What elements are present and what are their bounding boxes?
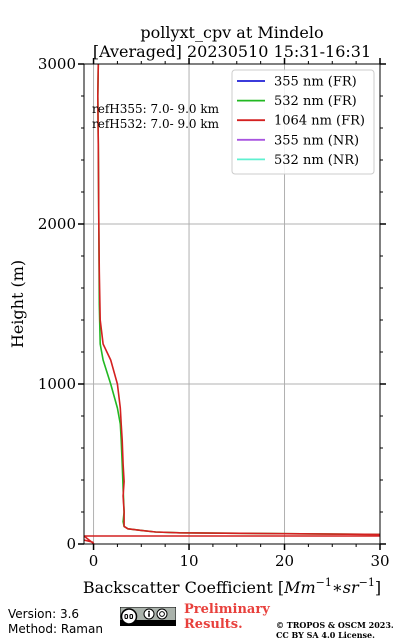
x-axis-label-prefix: Backscatter Coefficient [ bbox=[83, 578, 284, 597]
legend-box bbox=[231, 69, 375, 175]
chart-title: pollyxt_cpv at Mindelo [Averaged] 202305… bbox=[93, 23, 371, 61]
x-axis-label-exponent2: −1 bbox=[359, 576, 375, 589]
x-axis-label-sr: ∗sr bbox=[332, 578, 360, 597]
preliminary-results-text: Preliminary Results. bbox=[184, 602, 270, 632]
method-text: Method: Raman bbox=[8, 622, 103, 636]
legend-entry-3: 355 nm (NR) bbox=[274, 133, 359, 148]
version-text: Version: 3.6 bbox=[8, 607, 80, 621]
x-tick-label: 20 bbox=[275, 552, 294, 570]
legend: 355 nm (FR) 532 nm (FR) 1064 nm (FR) 355 nm… bbox=[231, 69, 375, 175]
x-tick-label: 10 bbox=[179, 552, 198, 570]
plot-frame bbox=[83, 63, 381, 545]
x-tick-label: 0 bbox=[89, 552, 99, 570]
legend-entry-2: 1064 nm (FR) bbox=[274, 114, 365, 129]
y-tick-label: 2000 bbox=[38, 215, 76, 233]
series-lines bbox=[84, 64, 380, 544]
cc-license-logo bbox=[120, 607, 176, 626]
legend-entry-4: 532 nm (NR) bbox=[274, 153, 359, 168]
y-tick-label: 3000 bbox=[38, 55, 76, 73]
x-tick-label: 30 bbox=[370, 552, 389, 570]
x-axis-label-suffix: ] bbox=[375, 578, 381, 597]
axis-ticks: 0 10 20 30 0 1000 2000 3000 bbox=[38, 55, 390, 570]
preliminary-line2: Results. bbox=[184, 617, 243, 632]
y-axis-label: Height (m) bbox=[8, 260, 27, 348]
chart-title-line2: [Averaged] 20230510 15:31-16:31 bbox=[93, 42, 371, 61]
x-axis-label-exponent1: −1 bbox=[316, 576, 332, 589]
x-axis-label: Backscatter Coefficient [Mm−1∗sr−1] bbox=[83, 576, 381, 597]
legend-entry-0: 355 nm (FR) bbox=[274, 75, 357, 90]
legend-entry-1: 532 nm (FR) bbox=[274, 94, 357, 109]
ref-height-line-1: refH532: 7.0- 9.0 km bbox=[92, 117, 220, 131]
x-axis-label-unit: Mm bbox=[283, 578, 316, 597]
y-tick-label: 0 bbox=[66, 535, 76, 553]
chart-title-line1: pollyxt_cpv at Mindelo bbox=[140, 23, 323, 42]
preliminary-line1: Preliminary bbox=[184, 602, 270, 617]
series-line-2 bbox=[84, 64, 380, 544]
copyright-line1: © TROPOS & OSCM 2023. bbox=[276, 620, 394, 630]
copyright-text: © TROPOS & OSCM 2023. CC BY SA 4.0 Licen… bbox=[276, 620, 394, 640]
ref-height-line-0: refH355: 7.0- 9.0 km bbox=[92, 102, 220, 116]
y-tick-label: 1000 bbox=[38, 375, 76, 393]
copyright-line2: CC BY SA 4.0 License. bbox=[276, 630, 375, 640]
